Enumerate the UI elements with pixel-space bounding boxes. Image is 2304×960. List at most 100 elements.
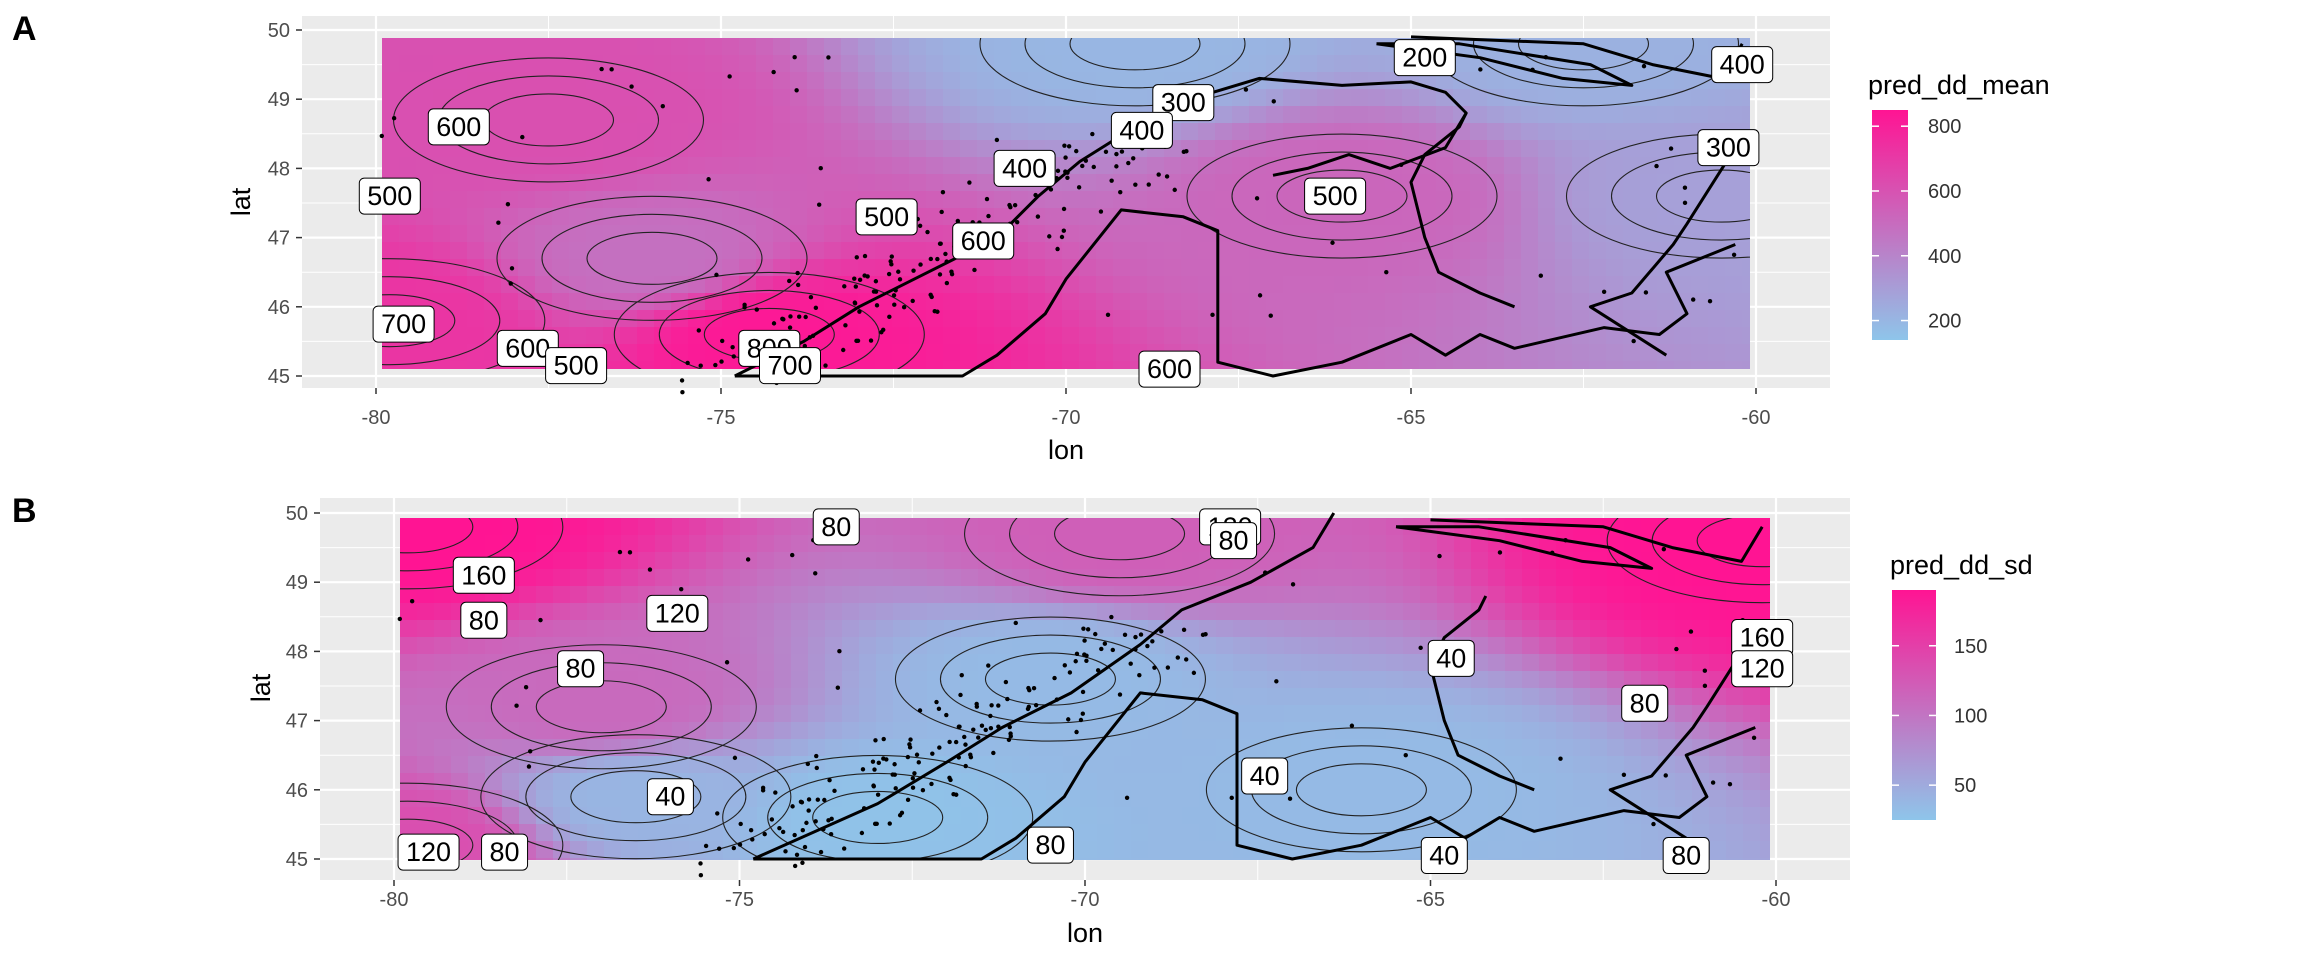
station-point: [520, 134, 525, 140]
field-cell: [1182, 722, 1200, 740]
field-cell: [706, 552, 724, 570]
field-cell: [1096, 89, 1114, 107]
field-cell: [1369, 654, 1387, 672]
field-cell: [400, 586, 418, 604]
contour-line: [400, 518, 519, 572]
field-cell: [1505, 586, 1523, 604]
contour-line: [658, 289, 880, 369]
station-point: [837, 649, 842, 654]
station-point: [813, 819, 818, 824]
field-cell: [978, 858, 996, 860]
field-cell: [1249, 174, 1267, 192]
field-cell: [468, 654, 486, 672]
field-cell: [484, 310, 502, 328]
field-cell: [536, 637, 554, 655]
field-cell: [1590, 841, 1608, 859]
field-cell: [740, 586, 758, 604]
field-cell: [943, 361, 961, 369]
field-cell: [774, 739, 792, 757]
field-cell: [569, 327, 587, 345]
field-cell: [1555, 225, 1573, 243]
field-cell: [1233, 569, 1251, 587]
field-cell: [1029, 722, 1047, 740]
field-cell: [961, 790, 979, 808]
station-point: [1702, 668, 1708, 673]
field-cell: [1369, 552, 1387, 570]
field-cell: [1606, 208, 1624, 226]
field-cell: [1521, 208, 1539, 226]
field-cell: [994, 327, 1012, 345]
field-cell: [655, 654, 673, 672]
field-cell: [1386, 518, 1404, 536]
field-cell: [739, 140, 757, 158]
field-cell: [1572, 38, 1590, 56]
field-cell: [1641, 637, 1659, 655]
field-cell: [1335, 858, 1353, 860]
field-cell: [790, 208, 808, 226]
field-cell: [501, 72, 519, 90]
x-tick-label: -80: [362, 407, 391, 429]
field-cell: [621, 518, 639, 536]
contour-label-box: [1697, 129, 1760, 167]
field-cell: [739, 225, 757, 243]
field-cell: [893, 705, 911, 723]
field-cell: [586, 174, 604, 192]
field-cell: [1249, 276, 1267, 294]
field-cell: [1556, 688, 1574, 706]
station-point: [944, 280, 950, 286]
field-cell: [774, 688, 792, 706]
field-cell: [791, 654, 809, 672]
coastline-segment: [734, 76, 1468, 378]
field-cell: [1283, 38, 1301, 56]
field-cell: [859, 654, 877, 672]
field-cell: [467, 55, 485, 73]
field-cell: [1403, 858, 1421, 860]
station-point: [1641, 63, 1647, 69]
field-cell: [1284, 824, 1302, 842]
field-cell: [1045, 242, 1063, 260]
station-point: [514, 703, 519, 708]
station-point: [1076, 185, 1082, 190]
field-cell: [807, 89, 825, 107]
field-cell: [382, 276, 400, 294]
field-cell: [1266, 310, 1284, 328]
field-cell: [382, 72, 400, 90]
field-cell: [1504, 361, 1522, 369]
field-cell: [842, 654, 860, 672]
field-cell: [570, 552, 588, 570]
station-point: [1059, 234, 1065, 240]
field-cell: [1147, 327, 1165, 345]
field-cell: [1182, 824, 1200, 842]
field-cell: [1505, 824, 1523, 842]
field-cell: [433, 259, 451, 277]
field-cell: [1471, 705, 1489, 723]
field-cell: [1505, 620, 1523, 638]
field-cell: [1284, 603, 1302, 621]
field-cell: [688, 123, 706, 141]
field-cell: [808, 654, 826, 672]
field-cell: [876, 688, 894, 706]
field-cell: [706, 858, 724, 860]
field-cell: [1368, 38, 1386, 56]
field-cell: [1386, 688, 1404, 706]
field-cell: [671, 344, 689, 362]
field-cell: [1334, 259, 1352, 277]
field-cell: [1402, 140, 1420, 158]
field-cell: [1539, 773, 1557, 791]
field-cell: [1487, 208, 1505, 226]
field-cell: [637, 72, 655, 90]
field-cell: [535, 106, 553, 124]
field-cell: [1658, 756, 1676, 774]
station-point: [910, 785, 916, 790]
field-cell: [1471, 790, 1489, 808]
field-cell: [1335, 518, 1353, 536]
field-cell: [1198, 140, 1216, 158]
field-cell: [825, 824, 843, 842]
field-cell: [1351, 89, 1369, 107]
panel-b-field: [400, 518, 1770, 860]
field-cell: [1760, 603, 1770, 621]
field-cell: [791, 688, 809, 706]
field-cell: [552, 106, 570, 124]
field-cell: [825, 603, 843, 621]
field-cell: [1368, 361, 1386, 369]
